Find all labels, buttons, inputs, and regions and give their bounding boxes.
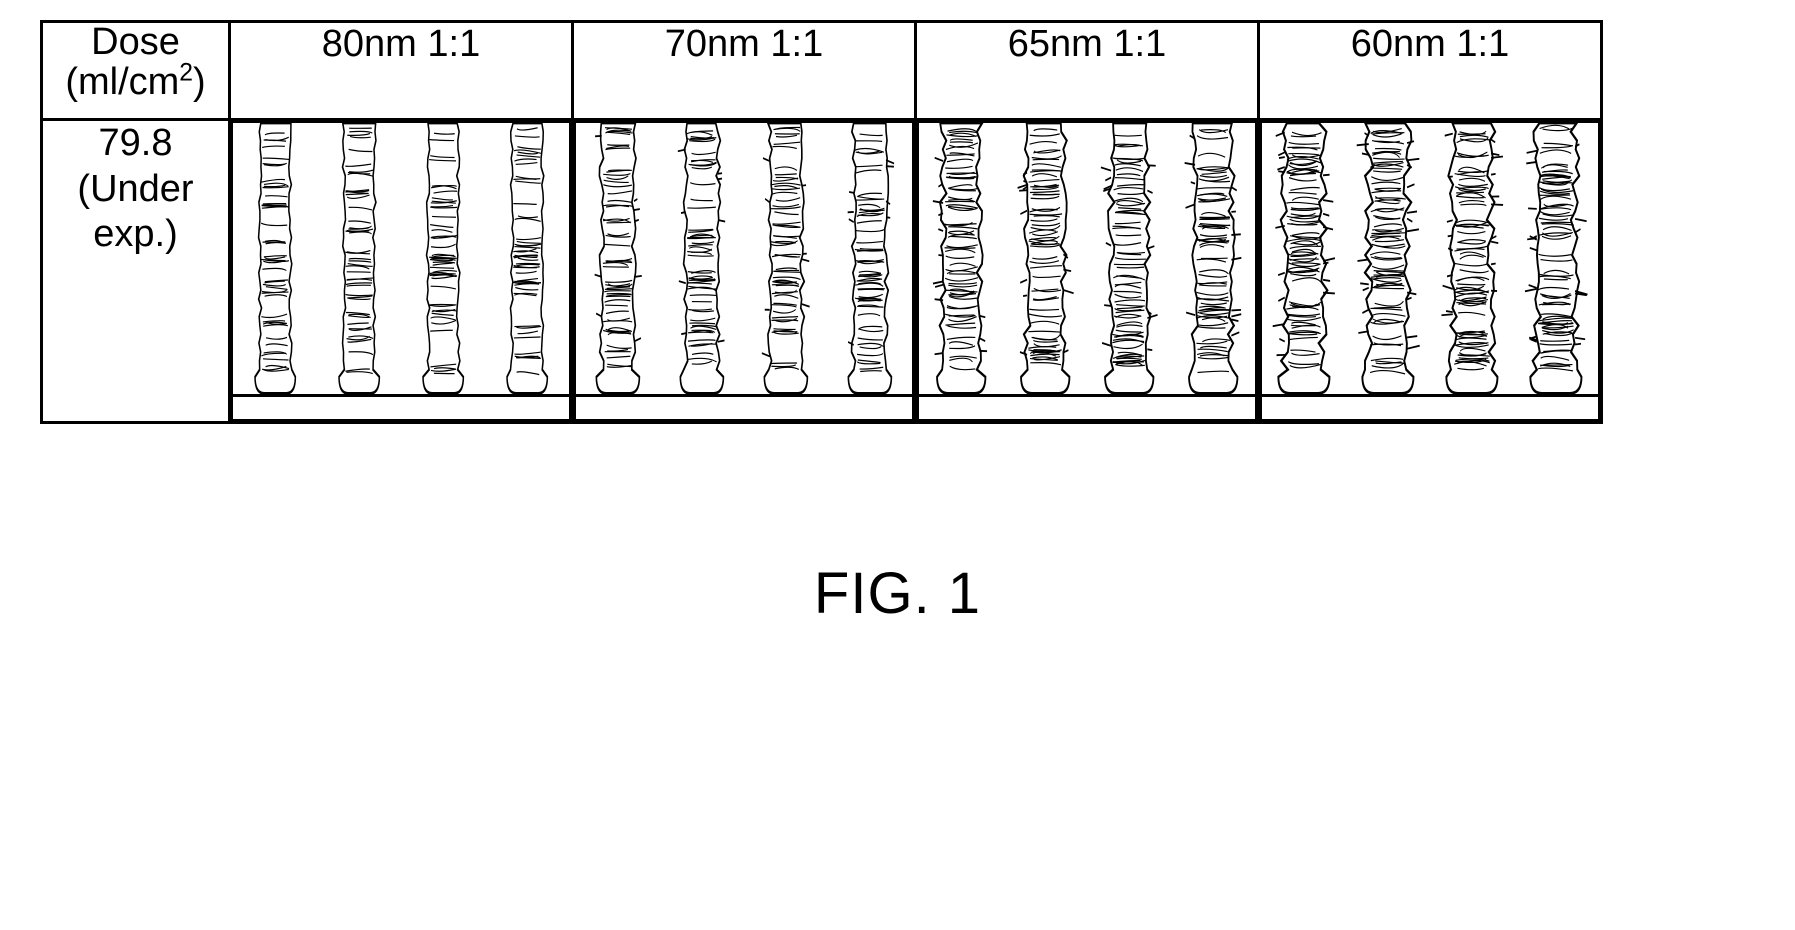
sem-cell-2: [916, 120, 1259, 423]
substrate: [576, 394, 912, 419]
pillars-2: [919, 123, 1255, 397]
sem-image-1: [574, 121, 914, 421]
row-label-cell: 79.8 (Under exp.): [42, 120, 230, 423]
substrate: [1262, 394, 1598, 419]
pillar: [1099, 123, 1159, 397]
pillar: [1356, 123, 1420, 397]
pillar: [418, 123, 468, 397]
pillar: [675, 123, 729, 397]
sem-image-3: [1260, 121, 1600, 421]
pillar: [334, 123, 384, 397]
sem-image-0: [231, 121, 571, 421]
dose-label-line2: (ml/cm2): [65, 61, 205, 103]
sem-cell-3: [1259, 120, 1602, 423]
dose-label-line1: Dose: [91, 21, 180, 63]
pillar: [759, 123, 813, 397]
pillar: [931, 123, 991, 397]
substrate: [233, 394, 569, 419]
col-header-2: 65nm 1:1: [916, 22, 1259, 120]
pillar: [250, 123, 300, 397]
pillars-1: [576, 123, 912, 397]
sem-cell-1: [573, 120, 916, 423]
pillar: [1440, 123, 1504, 397]
pillars-3: [1262, 123, 1598, 397]
pillar: [502, 123, 552, 397]
dose-header-cell: Dose (ml/cm2): [42, 22, 230, 120]
pillar: [1183, 123, 1243, 397]
figure-table: Dose (ml/cm2) 80nm 1:1 70nm 1:1 65nm 1:1…: [40, 20, 1603, 424]
row-label-line3: exp.): [93, 213, 177, 255]
pillar: [1015, 123, 1075, 397]
pillar: [1524, 123, 1588, 397]
pillar: [591, 123, 645, 397]
sem-cell-0: [230, 120, 573, 423]
col-header-0: 80nm 1:1: [230, 22, 573, 120]
sem-image-2: [917, 121, 1257, 421]
row-label-line2: (Under: [77, 168, 193, 210]
pillar: [843, 123, 897, 397]
col-header-1: 70nm 1:1: [573, 22, 916, 120]
substrate: [919, 394, 1255, 419]
pillars-0: [233, 123, 569, 397]
figure-caption: FIG. 1: [0, 560, 1795, 627]
pillar: [1272, 123, 1336, 397]
col-header-3: 60nm 1:1: [1259, 22, 1602, 120]
header-row: Dose (ml/cm2) 80nm 1:1 70nm 1:1 65nm 1:1…: [42, 22, 1602, 120]
data-row: 79.8 (Under exp.): [42, 120, 1602, 423]
row-label-line1: 79.8: [99, 122, 173, 164]
